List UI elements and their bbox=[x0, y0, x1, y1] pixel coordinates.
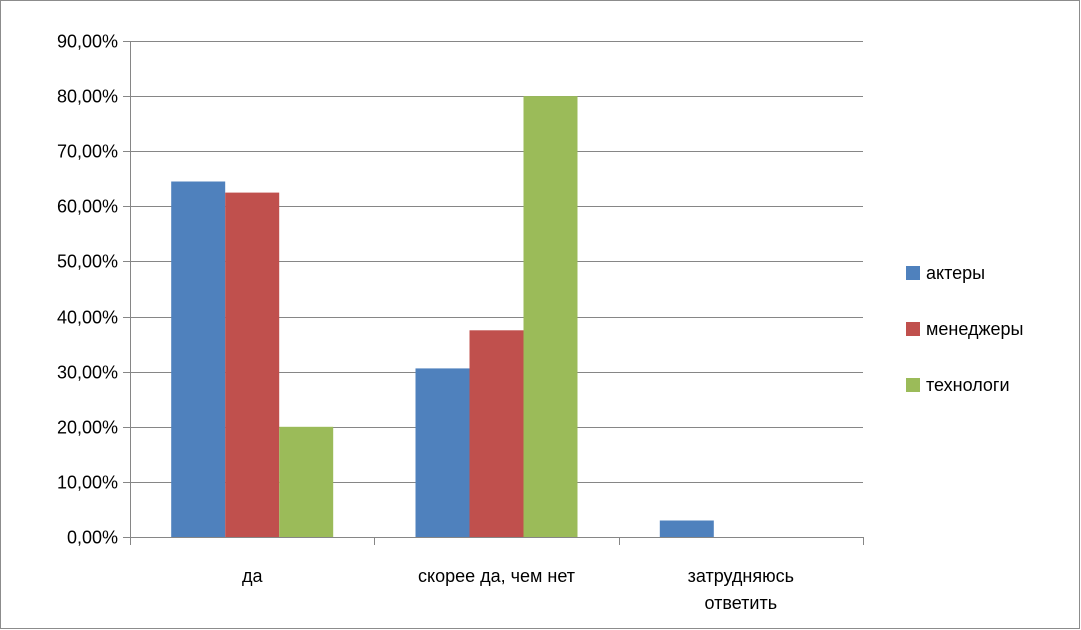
bar-актеры-1 bbox=[415, 368, 470, 537]
x-category-label: да bbox=[242, 566, 264, 586]
y-tick-label: 70,00% bbox=[57, 142, 118, 162]
legend-swatch bbox=[906, 322, 920, 336]
y-tick-label: 80,00% bbox=[57, 87, 118, 107]
bar-технологи-1 bbox=[523, 96, 578, 537]
y-tick-label: 30,00% bbox=[57, 363, 118, 383]
legend-label: технологи bbox=[926, 375, 1010, 395]
y-tick-label: 10,00% bbox=[57, 473, 118, 493]
bar-технологи-0 bbox=[279, 426, 334, 537]
x-category-label: скорее да, чем нет bbox=[418, 566, 575, 586]
bar-менеджеры-1 bbox=[469, 330, 524, 537]
legend: актеры менеджеры технологи bbox=[906, 263, 1023, 395]
y-tick-label: 20,00% bbox=[57, 418, 118, 438]
legend-swatch bbox=[906, 378, 920, 392]
legend-label: менеджеры bbox=[926, 319, 1023, 339]
y-tick-label: 50,00% bbox=[57, 252, 118, 272]
y-axis-tick-labels: 0,00% 10,00% 20,00% 30,00% 40,00% 50,00% 60,00… bbox=[57, 32, 118, 548]
x-axis-category-labels: да скорее да, чем нет затрудняюсь ответить bbox=[242, 566, 794, 613]
x-category-label: затрудняюсь bbox=[688, 566, 794, 586]
y-tick-label: 60,00% bbox=[57, 197, 118, 217]
bars bbox=[171, 96, 714, 537]
bar-менеджеры-0 bbox=[225, 192, 280, 537]
y-tick-label: 40,00% bbox=[57, 308, 118, 328]
legend-label: актеры bbox=[926, 263, 985, 283]
legend-swatch bbox=[906, 266, 920, 280]
y-tick-label: 90,00% bbox=[57, 32, 118, 52]
axes bbox=[123, 41, 864, 545]
bar-актеры-2 bbox=[659, 520, 714, 537]
bar-актеры-0 bbox=[171, 181, 226, 537]
x-category-label: ответить bbox=[705, 593, 778, 613]
y-tick-label: 0,00% bbox=[67, 528, 118, 548]
